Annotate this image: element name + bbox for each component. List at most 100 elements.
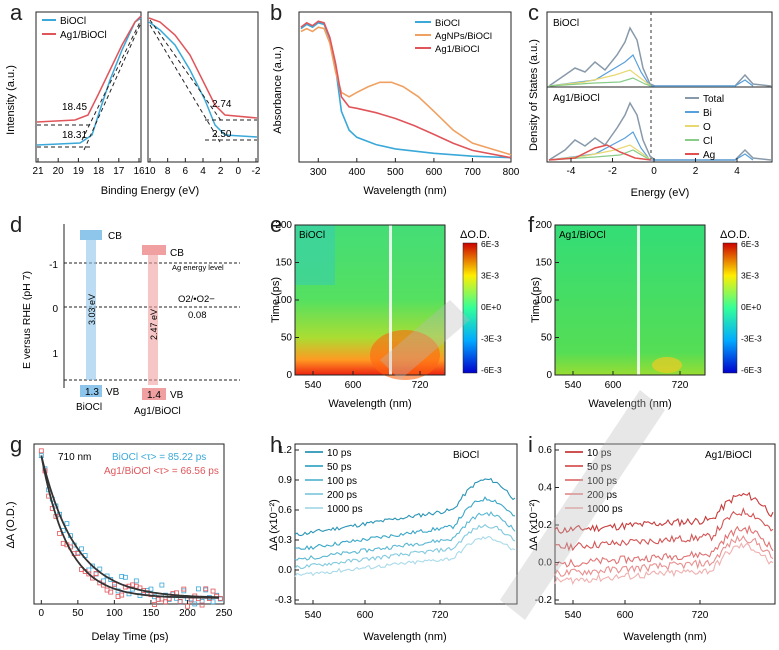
g-point-1: [203, 586, 209, 592]
panel-b-chart: Absorbance (a.u.) 300 400 500 600 700 800 BiO…: [272, 11, 520, 197]
e-y-tick-label: 0: [286, 370, 292, 381]
c-legend-label: Total: [703, 94, 724, 105]
panel-g-label: g: [10, 432, 23, 457]
f-colorbar: [722, 242, 738, 374]
g-point-0: [79, 546, 84, 552]
a-agbioc-right: [148, 17, 258, 119]
h-legend-label: 50 ps: [327, 462, 351, 473]
g-point-0: [90, 563, 95, 569]
a-legend-bioc: BiOCl: [60, 16, 86, 27]
e-y-tick-label: 100: [275, 295, 292, 306]
g-frame: [33, 443, 225, 605]
g-point-1: [86, 571, 92, 577]
h-line-100 ps: [294, 511, 516, 561]
c-bottom-bi: [548, 131, 754, 161]
i-frame: [554, 443, 776, 605]
c-legend-label: Ag: [703, 150, 715, 161]
panel-c-chart: Density of States (a.u.) BiOCl Ag1/BiOCl…: [528, 11, 773, 199]
e-xlabel: Wavelength (nm): [328, 398, 411, 410]
a-left-x-tick-label: 21: [32, 166, 44, 177]
e-y-tick-label: 50: [281, 333, 293, 344]
g-point-1: [177, 599, 183, 604]
i-xticks: 540 600 720: [565, 600, 709, 621]
e-x-tick-label: 720: [412, 380, 429, 391]
f-cbar-tick: 0E+0: [741, 302, 761, 312]
h-y-tick-label: 1.2: [278, 445, 292, 456]
g-legend-1: Ag1/BiOCl <τ> = 66.56 ps: [104, 466, 219, 477]
f-tag: Ag1/BiOCl: [559, 230, 606, 241]
c-x-tick-label: -4: [567, 166, 576, 177]
g-point-0: [133, 578, 139, 584]
f-xticks: 540 600 720: [565, 371, 689, 391]
g-legend-0: BiOCl <τ> = 85.22 ps: [112, 452, 206, 463]
i-tag: Ag1/BiOCl: [705, 450, 752, 461]
i-y-tick-label: 0.6: [538, 445, 552, 456]
panel-e-chart: Time (ps) BiOCl 200 150 100 50 0 540 600 720 Δ…: [270, 220, 502, 410]
g-point-1: [119, 592, 125, 598]
g-point-1: [163, 599, 168, 605]
d-ytick-0: -1: [49, 260, 58, 271]
a-left-x-tick-label: 16: [133, 166, 145, 177]
c-bottom-cl: [548, 149, 652, 161]
a-right-x-tick-label: 2: [218, 166, 224, 177]
a-right-x-tick-label: 0: [236, 166, 242, 177]
g-point-0: [122, 574, 128, 580]
c-x-tick-label: -2: [608, 166, 617, 177]
i-legend-label: 10 ps: [587, 448, 611, 459]
h-legend-label: 10 ps: [327, 448, 351, 459]
h-line-50 ps: [295, 496, 516, 551]
g-point-1: [210, 588, 216, 594]
b-x-tick-label: 500: [387, 167, 404, 178]
b-line-AgNPs/BiOCl: [300, 26, 512, 156]
a-right-ticks: 10 8 6 4 2 0 -2: [144, 158, 261, 177]
h-legend-label: 1000 ps: [327, 504, 363, 515]
a-annot-ur: 2.74: [212, 99, 232, 110]
h-tag: BiOCl: [453, 450, 479, 461]
b-legend-1: AgNPs/BiOCl: [435, 31, 492, 42]
e-cbar-tick: -6E-3: [481, 365, 502, 375]
h-line-200 ps: [294, 523, 516, 570]
c-top-total: [548, 26, 772, 87]
c-bottom-total: [548, 101, 772, 161]
c-legend: Total Bi O Cl Ag: [685, 94, 724, 161]
i-legend-label: 100 ps: [587, 476, 617, 487]
f-x-tick-label: 540: [565, 380, 582, 391]
a-annot-ll: 18.31: [62, 130, 87, 141]
h-line-1000 ps: [294, 535, 516, 577]
g-point-1: [111, 581, 117, 587]
h-y-tick-label: 0.9: [278, 475, 292, 486]
g-point-0: [210, 599, 216, 605]
i-y-tick-label: -0.2: [535, 595, 553, 606]
panel-i-label: i: [528, 432, 533, 457]
i-line-200 ps: [554, 534, 774, 577]
a-left-x-tick-label: 20: [53, 166, 65, 177]
e-ylabel: Time (ps): [270, 277, 282, 323]
d-vb2-label: VB: [170, 390, 184, 401]
h-line-10 ps: [294, 477, 516, 537]
g-point-0: [64, 521, 70, 527]
c-ylabel: Density of States (a.u.): [528, 39, 540, 151]
d-ylabel: E versus RHE (pH 7): [21, 271, 33, 369]
f-y-tick-label: 200: [535, 220, 552, 231]
a-left-x-tick-label: 18: [93, 166, 105, 177]
h-y-tick-label: -0.3: [275, 595, 293, 606]
g-xlabel: Delay Time (ps): [91, 631, 168, 643]
h-xlabel: Wavelength (nm): [363, 631, 446, 643]
d-ytick-1: 0: [52, 304, 58, 315]
f-y-tick-label: 150: [535, 258, 552, 269]
i-x-tick-label: 600: [617, 610, 634, 621]
c-top-label: BiOCl: [553, 18, 579, 29]
g-xticks: 0 50 100 150 200 250: [39, 600, 233, 619]
c-bottom-label: Ag1/BiOCl: [553, 93, 600, 104]
i-line-100 ps: [554, 524, 774, 568]
b-legend-2: Ag1/BiOCl: [435, 44, 479, 55]
panel-g-chart: ΔA (O.D.) 710 nm BiOCl <τ> = 85.22 ps Ag…: [5, 443, 233, 643]
a-right-x-tick-label: 4: [200, 166, 206, 177]
d-ag-level: Ag energy level: [172, 263, 224, 272]
panel-f-label: f: [528, 212, 535, 237]
e-x-tick-label: 600: [345, 380, 362, 391]
b-x-tick-label: 700: [464, 167, 481, 178]
i-y-tick-label: 0.4: [538, 483, 552, 494]
e-gap-line: [389, 225, 392, 375]
a-right-fit-upper: [149, 19, 257, 123]
